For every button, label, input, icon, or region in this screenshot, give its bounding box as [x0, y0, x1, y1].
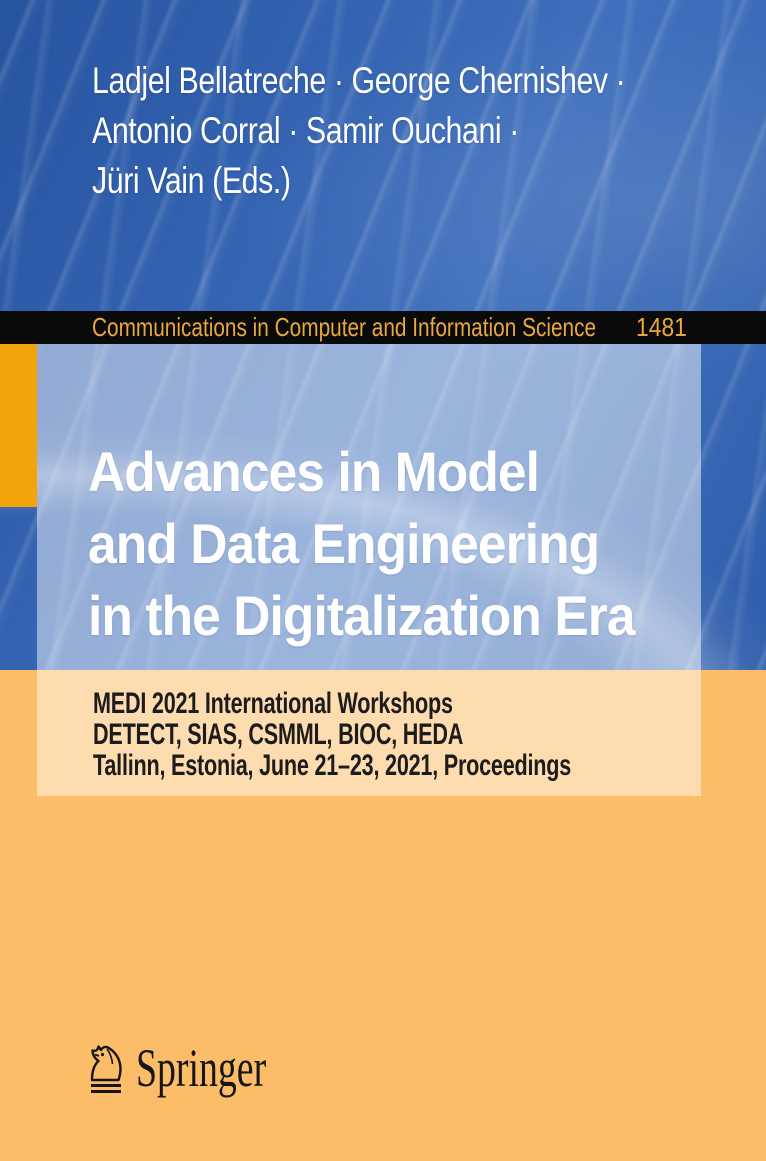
editors-line: Jüri Vain (Eds.)	[92, 160, 291, 201]
book-title-line: and Data Engineering	[88, 512, 600, 575]
springer-horse-icon	[90, 1045, 122, 1093]
series-color-tab	[0, 344, 37, 507]
editors-line: Antonio Corral · Samir Ouchani ·	[92, 110, 519, 151]
editors-block: Ladjel Bellatreche · George Chernishev ·…	[92, 56, 626, 206]
series-bar: Communications in Computer and Informati…	[0, 311, 766, 344]
series-name: Communications in Computer and Informati…	[92, 312, 597, 342]
book-title-line: Advances in Model	[88, 440, 540, 503]
book-subtitle: MEDI 2021 International Workshops DETECT…	[93, 688, 571, 781]
book-subtitle-line: DETECT, SIAS, CSMML, BIOC, HEDA	[93, 718, 464, 751]
title-panel	[37, 344, 701, 796]
book-subtitle-line: Tallinn, Estonia, June 21–23, 2021, Proc…	[93, 749, 572, 782]
publisher-wordmark: Springer	[136, 1038, 267, 1098]
book-title: Advances in Model and Data Engineering i…	[88, 436, 636, 652]
editors-line: Ladjel Bellatreche · George Chernishev ·	[92, 60, 626, 101]
orange-background	[0, 670, 766, 1161]
publisher-logo: Springer	[83, 1040, 403, 1110]
book-title-line: in the Digitalization Era	[88, 584, 636, 647]
series-volume-number: 1481	[636, 312, 687, 342]
book-subtitle-line: MEDI 2021 International Workshops	[93, 687, 453, 720]
